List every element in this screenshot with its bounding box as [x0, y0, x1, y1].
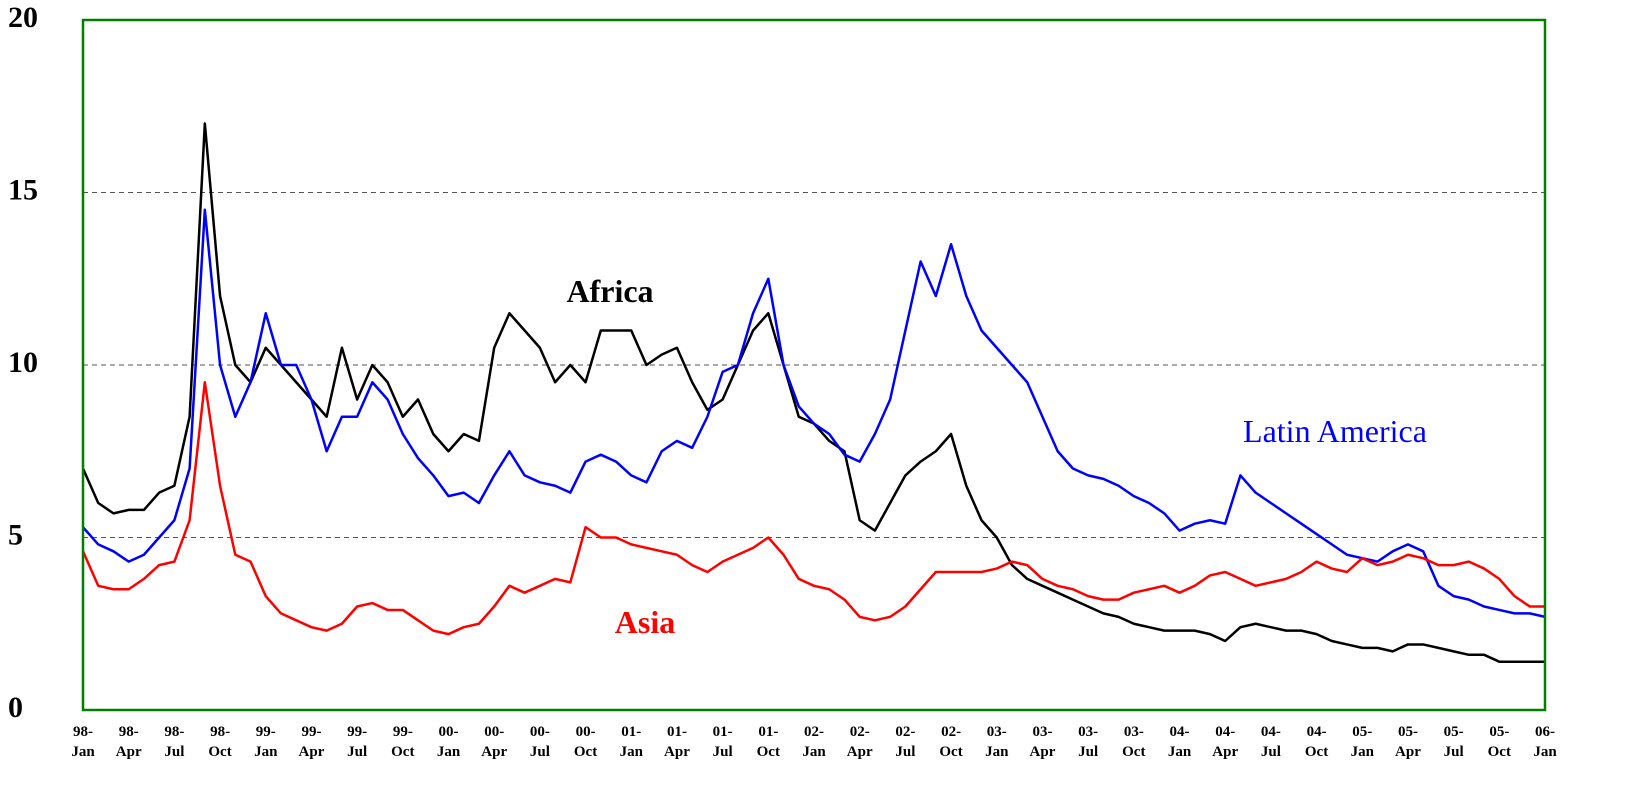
- x-tick-label: 00- Jul: [529, 724, 550, 760]
- series-label: Asia: [615, 604, 675, 640]
- y-tick-label: 0: [8, 691, 23, 724]
- y-tick-label: 5: [8, 518, 23, 551]
- x-tick-label: 03- Jul: [1078, 724, 1099, 760]
- x-tick-label: 99- Jan: [254, 724, 278, 760]
- x-tick-label: 04- Apr: [1212, 724, 1239, 760]
- x-tick-label: 03- Jan: [985, 724, 1009, 760]
- x-tick-label: 03- Apr: [1029, 724, 1056, 760]
- x-tick-label: 05- Jan: [1350, 724, 1374, 760]
- x-tick-label: 98- Apr: [115, 724, 142, 760]
- y-tick-label: 15: [8, 173, 38, 206]
- x-tick-label: 98- Jan: [71, 724, 95, 760]
- x-tick-label: 01- Apr: [664, 724, 690, 760]
- x-tick-label: 98- Oct: [208, 724, 232, 760]
- y-tick-label: 20: [8, 1, 38, 34]
- x-tick-label: 00- Oct: [573, 724, 598, 760]
- x-tick-label: 06- Jan: [1533, 724, 1557, 760]
- plot-border: [81, 18, 1547, 712]
- x-tick-label: 00- Apr: [481, 724, 508, 760]
- series-line: [82, 208, 1546, 619]
- x-tick-label: 02- Jan: [802, 724, 826, 760]
- x-tick-label: 04- Jan: [1167, 724, 1192, 760]
- series-line: [81, 122, 1545, 663]
- x-tick-label: 99- Jul: [347, 724, 368, 760]
- y-tick-label: 10: [8, 346, 38, 379]
- x-tick-label: 04- Oct: [1304, 724, 1329, 760]
- x-tick-label: 05- Oct: [1487, 724, 1511, 760]
- x-tick-label: 01- Jul: [712, 724, 733, 760]
- x-tick-label: 02- Oct: [939, 724, 963, 760]
- x-tick-label: 99- Apr: [298, 724, 325, 760]
- x-tick-label: 01- Oct: [756, 724, 780, 760]
- series-label: Latin America: [1243, 413, 1427, 449]
- x-tick-label: 03- Oct: [1122, 724, 1146, 760]
- x-tick-label: 99- Oct: [391, 724, 415, 760]
- x-tick-label: 01- Jan: [619, 724, 643, 760]
- x-tick-label: 98- Jul: [164, 724, 185, 760]
- x-tick-label: 02- Jul: [895, 724, 916, 760]
- x-tick-label: 00- Jan: [436, 724, 461, 760]
- series-label: Africa: [566, 273, 653, 309]
- x-tick-label: 02- Apr: [846, 724, 873, 760]
- series-line: [81, 381, 1545, 636]
- x-tick-label: 05- Jul: [1443, 724, 1464, 760]
- x-tick-label: 05- Apr: [1395, 724, 1421, 760]
- x-tick-label: 04- Jul: [1260, 724, 1281, 760]
